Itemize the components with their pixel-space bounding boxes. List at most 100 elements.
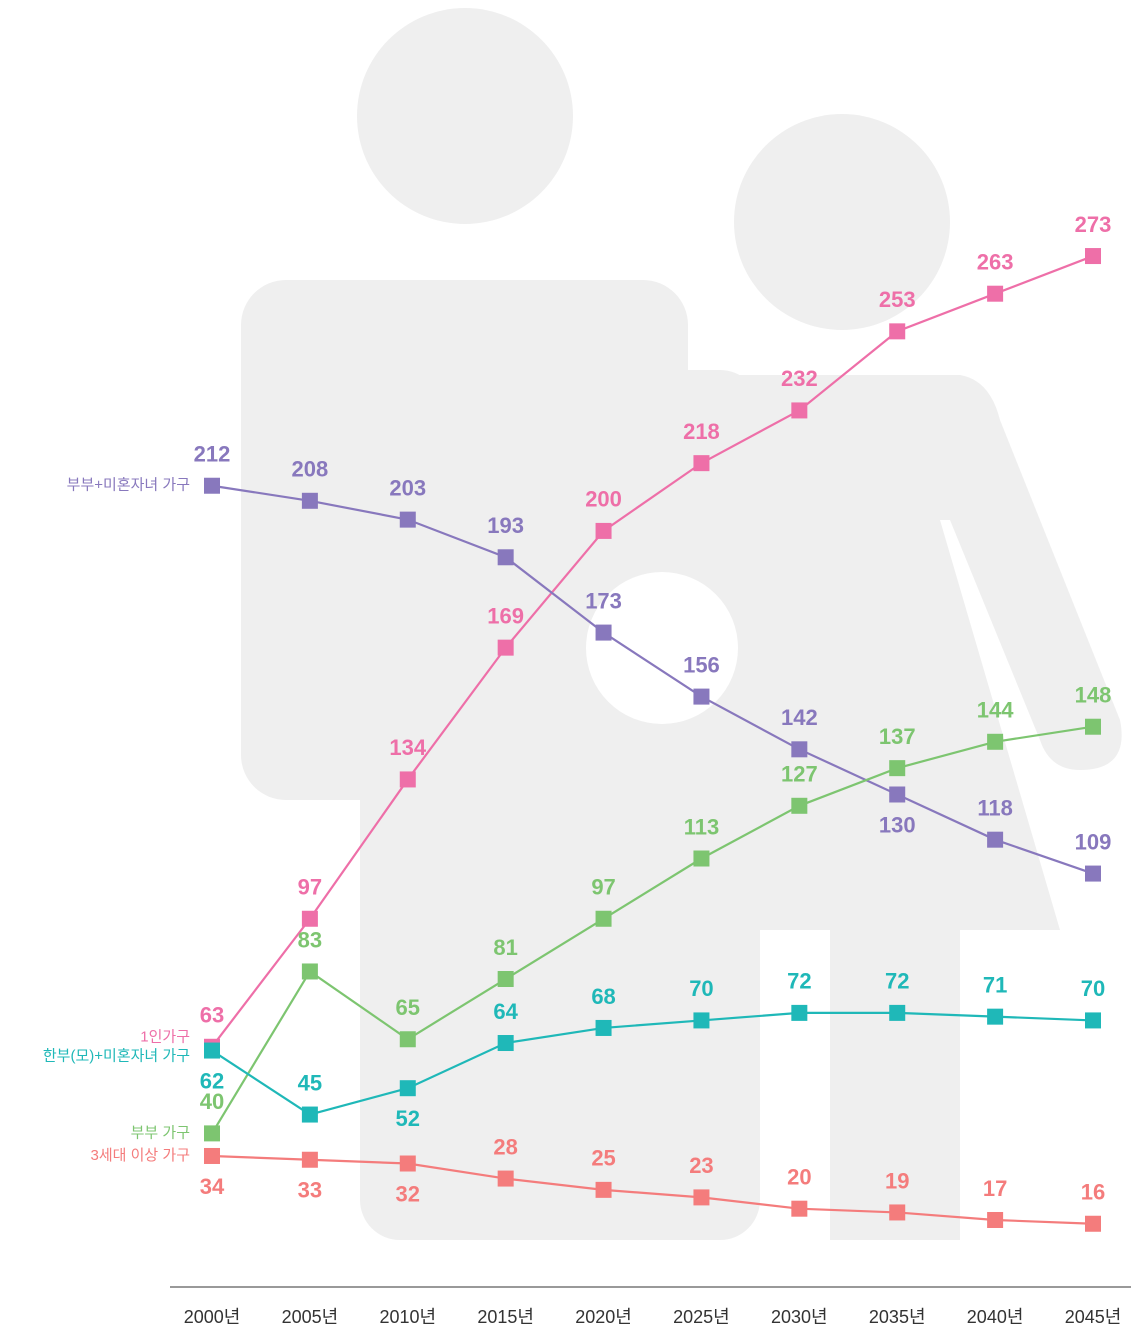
point-marker	[595, 624, 612, 641]
point-marker	[595, 910, 612, 927]
data-label: 81	[493, 935, 517, 960]
point-marker	[204, 1147, 220, 1164]
data-label: 148	[1075, 683, 1112, 708]
data-label: 130	[879, 812, 916, 837]
data-label: 212	[194, 442, 231, 467]
data-label: 70	[1081, 976, 1105, 1001]
point-marker	[889, 786, 906, 803]
point-marker	[595, 1019, 612, 1036]
point-marker	[497, 1170, 514, 1187]
data-label: 200	[585, 487, 622, 512]
data-label: 144	[977, 698, 1014, 723]
data-label: 208	[292, 457, 329, 482]
point-marker	[987, 285, 1004, 302]
data-label: 70	[689, 976, 713, 1001]
data-label: 203	[389, 475, 426, 500]
data-label: 34	[200, 1174, 225, 1199]
data-label: 17	[983, 1176, 1007, 1201]
point-marker	[399, 1080, 416, 1097]
data-label: 25	[591, 1146, 615, 1171]
point-marker	[204, 1042, 220, 1059]
point-marker	[693, 850, 710, 867]
data-label: 52	[396, 1106, 420, 1131]
x-tick-label: 2015년	[477, 1307, 534, 1327]
data-label: 16	[1081, 1180, 1105, 1205]
point-marker	[889, 1004, 906, 1021]
data-label: 62	[200, 1068, 224, 1093]
point-marker	[693, 688, 710, 705]
data-label: 218	[683, 419, 720, 444]
data-label: 142	[781, 705, 818, 730]
point-marker	[204, 1125, 220, 1142]
data-label: 97	[591, 875, 615, 900]
data-label: 193	[487, 513, 524, 538]
series-name: 한부(모)+미혼자녀 가구	[43, 1048, 190, 1065]
point-marker	[1085, 1012, 1101, 1029]
point-marker	[497, 549, 514, 566]
data-label: 32	[396, 1181, 420, 1206]
x-tick-label: 2010년	[379, 1307, 436, 1327]
data-label: 64	[493, 999, 518, 1024]
point-marker	[791, 402, 808, 419]
point-marker	[791, 741, 808, 758]
x-tick-label: 2045년	[1065, 1307, 1122, 1327]
data-label: 273	[1075, 212, 1112, 237]
data-label: 45	[298, 1070, 322, 1095]
series-line	[211, 1011, 1094, 1116]
series-line	[211, 484, 1094, 875]
data-label: 137	[879, 724, 916, 749]
point-marker	[1085, 248, 1101, 265]
data-label: 72	[787, 969, 811, 994]
point-marker	[693, 455, 710, 472]
point-marker	[987, 1211, 1004, 1228]
data-label: 118	[977, 795, 1013, 820]
x-tick-label: 2030년	[771, 1307, 828, 1327]
point-marker	[497, 639, 514, 656]
data-label: 23	[689, 1153, 713, 1178]
data-label: 169	[487, 603, 524, 628]
point-marker	[497, 971, 514, 988]
data-label: 253	[879, 287, 916, 312]
data-label: 156	[683, 652, 720, 677]
point-marker	[693, 1189, 710, 1206]
data-label: 40	[200, 1089, 224, 1114]
point-marker	[301, 492, 318, 509]
data-label: 109	[1075, 829, 1112, 854]
point-marker	[399, 1031, 416, 1048]
point-marker	[301, 1106, 318, 1123]
point-marker	[693, 1012, 710, 1029]
data-label: 65	[396, 995, 420, 1020]
point-marker	[987, 733, 1004, 750]
series-line	[211, 255, 1094, 1048]
data-label: 72	[885, 969, 909, 994]
point-marker	[204, 477, 220, 494]
point-marker	[889, 323, 906, 340]
point-marker	[987, 831, 1004, 848]
data-label: 19	[885, 1168, 909, 1193]
point-marker	[399, 771, 416, 788]
x-tick-label: 2035년	[869, 1307, 926, 1327]
x-tick-label: 2005년	[282, 1307, 339, 1327]
x-tick-label: 2000년	[184, 1307, 241, 1327]
series-name: 1인가구	[140, 1029, 190, 1046]
data-label: 127	[781, 762, 818, 787]
point-marker	[399, 511, 416, 528]
data-label: 63	[200, 1003, 224, 1028]
data-label: 263	[977, 250, 1014, 275]
series-line	[211, 1154, 1094, 1225]
data-label: 28	[493, 1134, 517, 1159]
point-marker	[1085, 1215, 1101, 1232]
point-marker	[987, 1008, 1004, 1025]
series-name: 부부+미혼자녀 가구	[67, 477, 190, 494]
point-marker	[301, 963, 318, 980]
point-marker	[301, 910, 318, 927]
data-label: 83	[298, 927, 322, 952]
background-silhouette	[241, 8, 1122, 1240]
point-marker	[889, 760, 906, 777]
data-label: 232	[781, 366, 818, 391]
series-name: 3세대 이상 가구	[91, 1147, 190, 1164]
x-tick-label: 2040년	[967, 1307, 1024, 1327]
point-marker	[399, 1155, 416, 1172]
point-marker	[1085, 865, 1101, 882]
